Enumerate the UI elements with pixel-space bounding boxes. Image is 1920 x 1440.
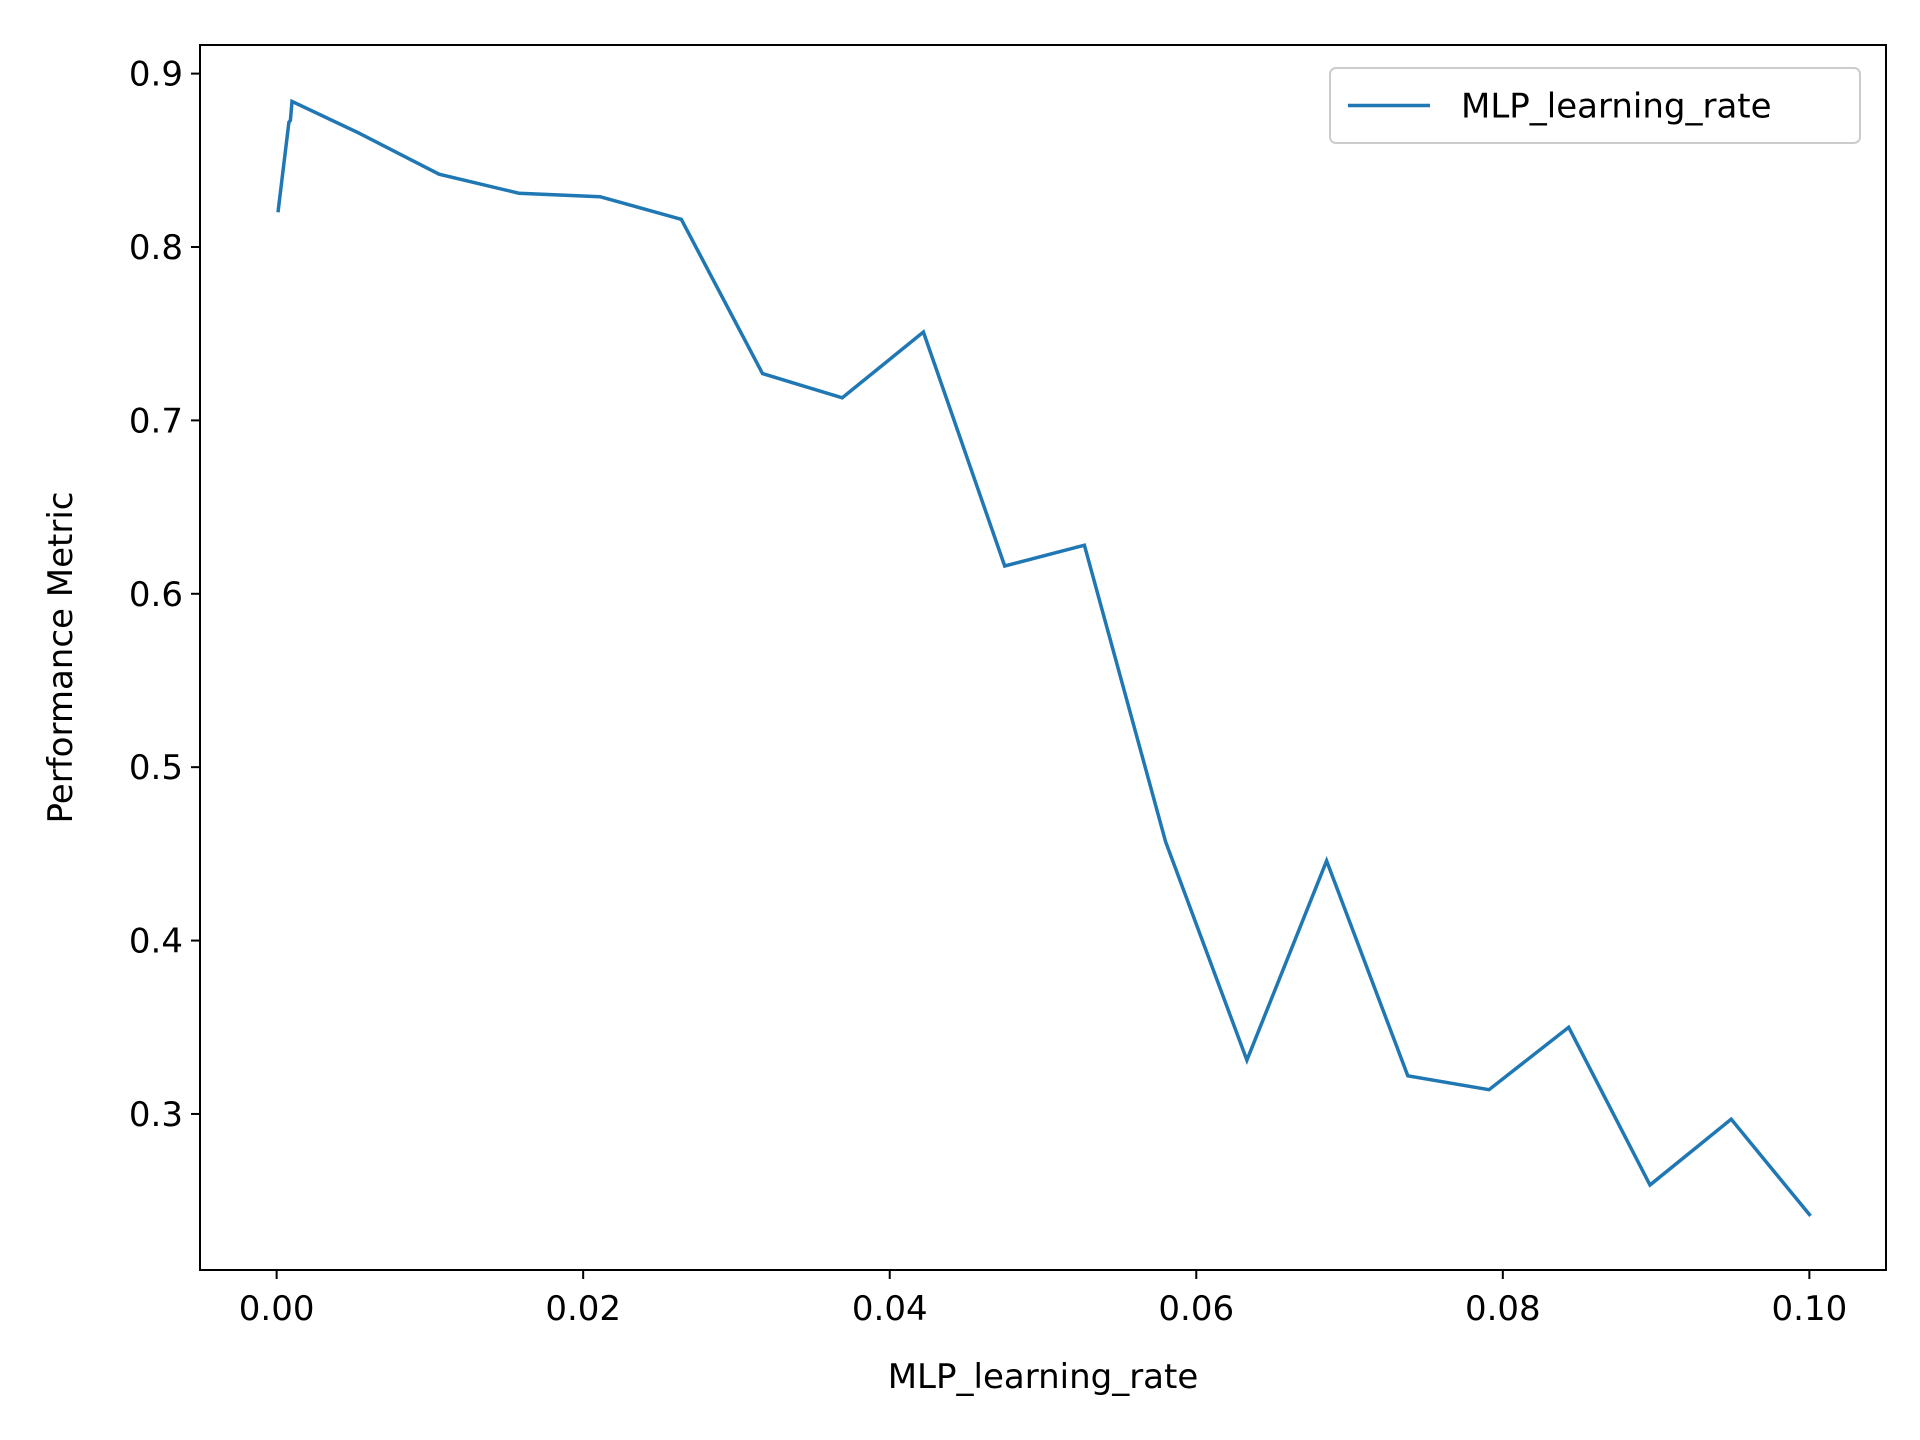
y-tick-label: 0.8 [129,228,183,268]
y-axis: 0.3 0.4 0.5 0.6 0.7 0.8 0.9 [129,55,200,1135]
x-axis-label: MLP_learning_rate [888,1357,1199,1397]
x-tick-label: 0.06 [1158,1289,1234,1329]
axes-frame [199,44,1887,1271]
x-tick-label: 0.04 [852,1289,928,1329]
y-tick-label: 0.9 [129,55,183,95]
x-tick-label: 0.00 [239,1289,315,1329]
y-tick-label: 0.3 [129,1095,183,1135]
series-line-0 [276,98,1812,1217]
plot-area [276,98,1812,1217]
x-tick-label: 0.10 [1772,1289,1848,1329]
legend-label: MLP_learning_rate [1461,87,1772,127]
x-tick-label: 0.02 [545,1289,621,1329]
y-tick-label: 0.7 [129,401,183,441]
x-axis: 0.00 0.02 0.04 0.06 0.08 0.10 [239,1270,1847,1329]
y-axis-label: Performance Metric [41,492,81,824]
legend: MLP_learning_rate [1329,67,1861,144]
y-tick-label: 0.4 [129,922,183,962]
x-tick-label: 0.08 [1465,1289,1541,1329]
y-tick-label: 0.6 [129,575,183,615]
y-tick-label: 0.5 [129,748,183,788]
legend-box [1329,67,1861,144]
